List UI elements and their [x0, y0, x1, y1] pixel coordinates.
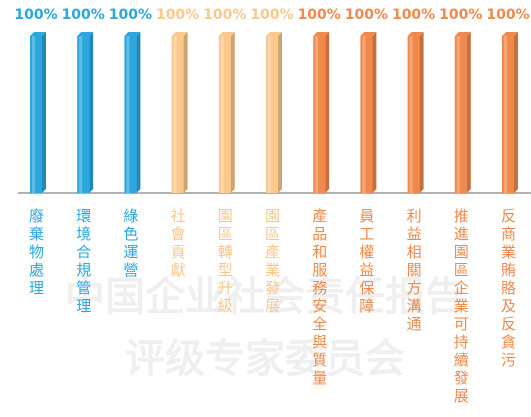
bar — [313, 36, 326, 193]
bar — [171, 36, 184, 193]
bar-side — [42, 32, 46, 193]
value-label: 100% — [62, 7, 105, 23]
category-label: 員工權益保障 — [357, 208, 375, 316]
bar-side — [514, 32, 518, 193]
value-label: 100% — [392, 7, 435, 23]
category-label: 綠色運營 — [121, 208, 139, 280]
bar — [30, 36, 42, 193]
bar-highlight — [268, 36, 271, 193]
bar-highlight — [456, 36, 460, 193]
bar-side — [325, 32, 330, 193]
category-label: 園區轉型升級 — [216, 208, 234, 316]
bar-side — [136, 32, 141, 193]
category-label: 園區產業發展 — [263, 208, 281, 316]
bar-top — [407, 32, 424, 36]
bar-side — [466, 32, 471, 193]
bar-top — [30, 32, 46, 36]
value-label: 100% — [250, 7, 293, 23]
category-label: 廢棄物處理 — [27, 207, 45, 298]
category-label: 環境合規管理 — [74, 208, 92, 316]
bar-top — [454, 32, 471, 36]
value-label: 100% — [345, 7, 388, 23]
bar — [502, 36, 514, 193]
watermark-line: 中国企业社会责任报告 — [65, 274, 465, 320]
bar — [454, 36, 467, 193]
watermark: 中国企业社会责任报告 评级专家委员会 — [65, 274, 465, 382]
bar-top — [313, 32, 330, 36]
bar — [218, 36, 231, 193]
bar-side — [372, 32, 377, 193]
value-label: 100% — [203, 7, 246, 23]
bar-side — [230, 32, 235, 193]
bar-side — [183, 32, 188, 193]
bar-top — [502, 32, 518, 36]
value-label: 100% — [439, 7, 482, 23]
bar-top — [266, 32, 282, 36]
bar — [124, 36, 137, 193]
bar-top — [360, 32, 377, 36]
category-label: 產品和服務安全與質量 — [310, 208, 328, 388]
category-label: 反商業賄賂及反貪污 — [499, 208, 517, 370]
value-label: 100% — [156, 7, 199, 23]
bar — [77, 36, 90, 193]
bar-highlight — [220, 36, 224, 193]
value-label: 100% — [298, 7, 341, 23]
bar-top — [77, 32, 94, 36]
bar-side — [419, 32, 424, 193]
bar — [266, 36, 278, 193]
bar — [360, 36, 373, 193]
bar-highlight — [126, 36, 130, 193]
bar-highlight — [32, 36, 35, 193]
bar — [407, 36, 420, 193]
category-label: 利益相關方溝通 — [405, 208, 423, 334]
value-label: 100% — [486, 7, 529, 23]
watermark-line: 评级专家委员会 — [125, 336, 405, 382]
bar-highlight — [409, 36, 413, 193]
bar-side — [278, 32, 282, 193]
bar-highlight — [362, 36, 366, 193]
value-label: 100% — [109, 7, 152, 23]
value-label: 100% — [14, 7, 57, 23]
category-label: 社會貢獻 — [169, 208, 187, 280]
bar-top — [218, 32, 235, 36]
bar-top — [124, 32, 141, 36]
bar-highlight — [79, 36, 83, 193]
bar-highlight — [173, 36, 177, 193]
bar-top — [171, 32, 188, 36]
category-label: 推進園區企業可持續發展 — [452, 208, 470, 406]
bar-highlight — [504, 36, 507, 193]
bar-side — [89, 32, 94, 193]
bar-highlight — [315, 36, 319, 193]
